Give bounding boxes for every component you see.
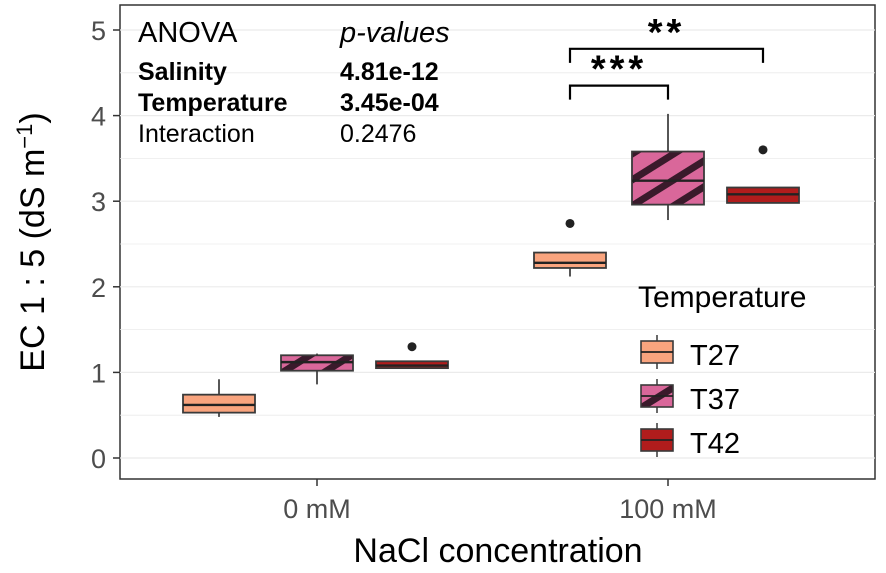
y-axis-title-main: EC 1 : 5 (dS m <box>14 149 52 372</box>
anova-value-salinity: 4.81e-12 <box>340 58 439 86</box>
anova-table: ANOVA p-values Salinity 4.81e-12 Tempera… <box>138 17 450 148</box>
anova-term-temperature: Temperature <box>138 89 288 117</box>
anova-value-interaction: 0.2476 <box>340 120 416 148</box>
anova-term-salinity: Salinity <box>138 58 227 86</box>
y-axis-ticks: 0 1 2 3 4 5 <box>91 16 120 474</box>
x-axis-ticks: 0 mM 100 mM <box>283 479 717 524</box>
box-series <box>182 113 800 417</box>
box-t37-100mm <box>631 150 705 206</box>
significance-bracket-t27-t37 <box>568 84 670 100</box>
anova-pvalue-header: p-values <box>339 17 450 49</box>
y-axis-title: EC 1 : 5 (dS m−1) <box>12 112 52 371</box>
box-t27-0mm <box>182 393 256 414</box>
x-axis-title: NaCl concentration <box>353 532 642 570</box>
y-tick-label: 0 <box>91 444 106 474</box>
y-tick-label: 4 <box>91 102 106 132</box>
box-t42-0mm-outlier <box>407 342 417 352</box>
anova-value-temperature: 3.45e-04 <box>340 89 439 117</box>
box-t27-100mm-outlier <box>565 218 575 228</box>
anova-title: ANOVA <box>138 17 238 49</box>
y-axis-title-close: ) <box>14 112 52 123</box>
legend-label-t37: T37 <box>690 384 740 416</box>
y-tick-label: 2 <box>91 273 106 303</box>
legend-label-t27: T27 <box>690 340 740 372</box>
legend: Temperature T27 T37 T42 <box>638 281 806 460</box>
y-tick-label: 3 <box>91 187 106 217</box>
x-tick-label: 100 mM <box>619 494 717 524</box>
anova-term-interaction: Interaction <box>138 120 255 148</box>
significance-bracket-t27-t42-label: ** <box>648 12 686 54</box>
y-tick-label: 1 <box>91 358 106 388</box>
legend-title: Temperature <box>638 281 806 314</box>
y-axis-title-superscript: −1 <box>12 124 37 149</box>
significance-bracket-t27-t37-label: *** <box>591 49 647 91</box>
box-t42-100mm-outlier <box>758 145 768 155</box>
box-t27-100mm <box>533 251 607 269</box>
significance-bracket-t27-t42 <box>568 47 765 63</box>
legend-label-t42: T42 <box>690 428 740 460</box>
y-tick-label: 5 <box>91 16 106 46</box>
x-tick-label: 0 mM <box>283 494 351 524</box>
significance-brackets: ***** <box>568 12 765 100</box>
